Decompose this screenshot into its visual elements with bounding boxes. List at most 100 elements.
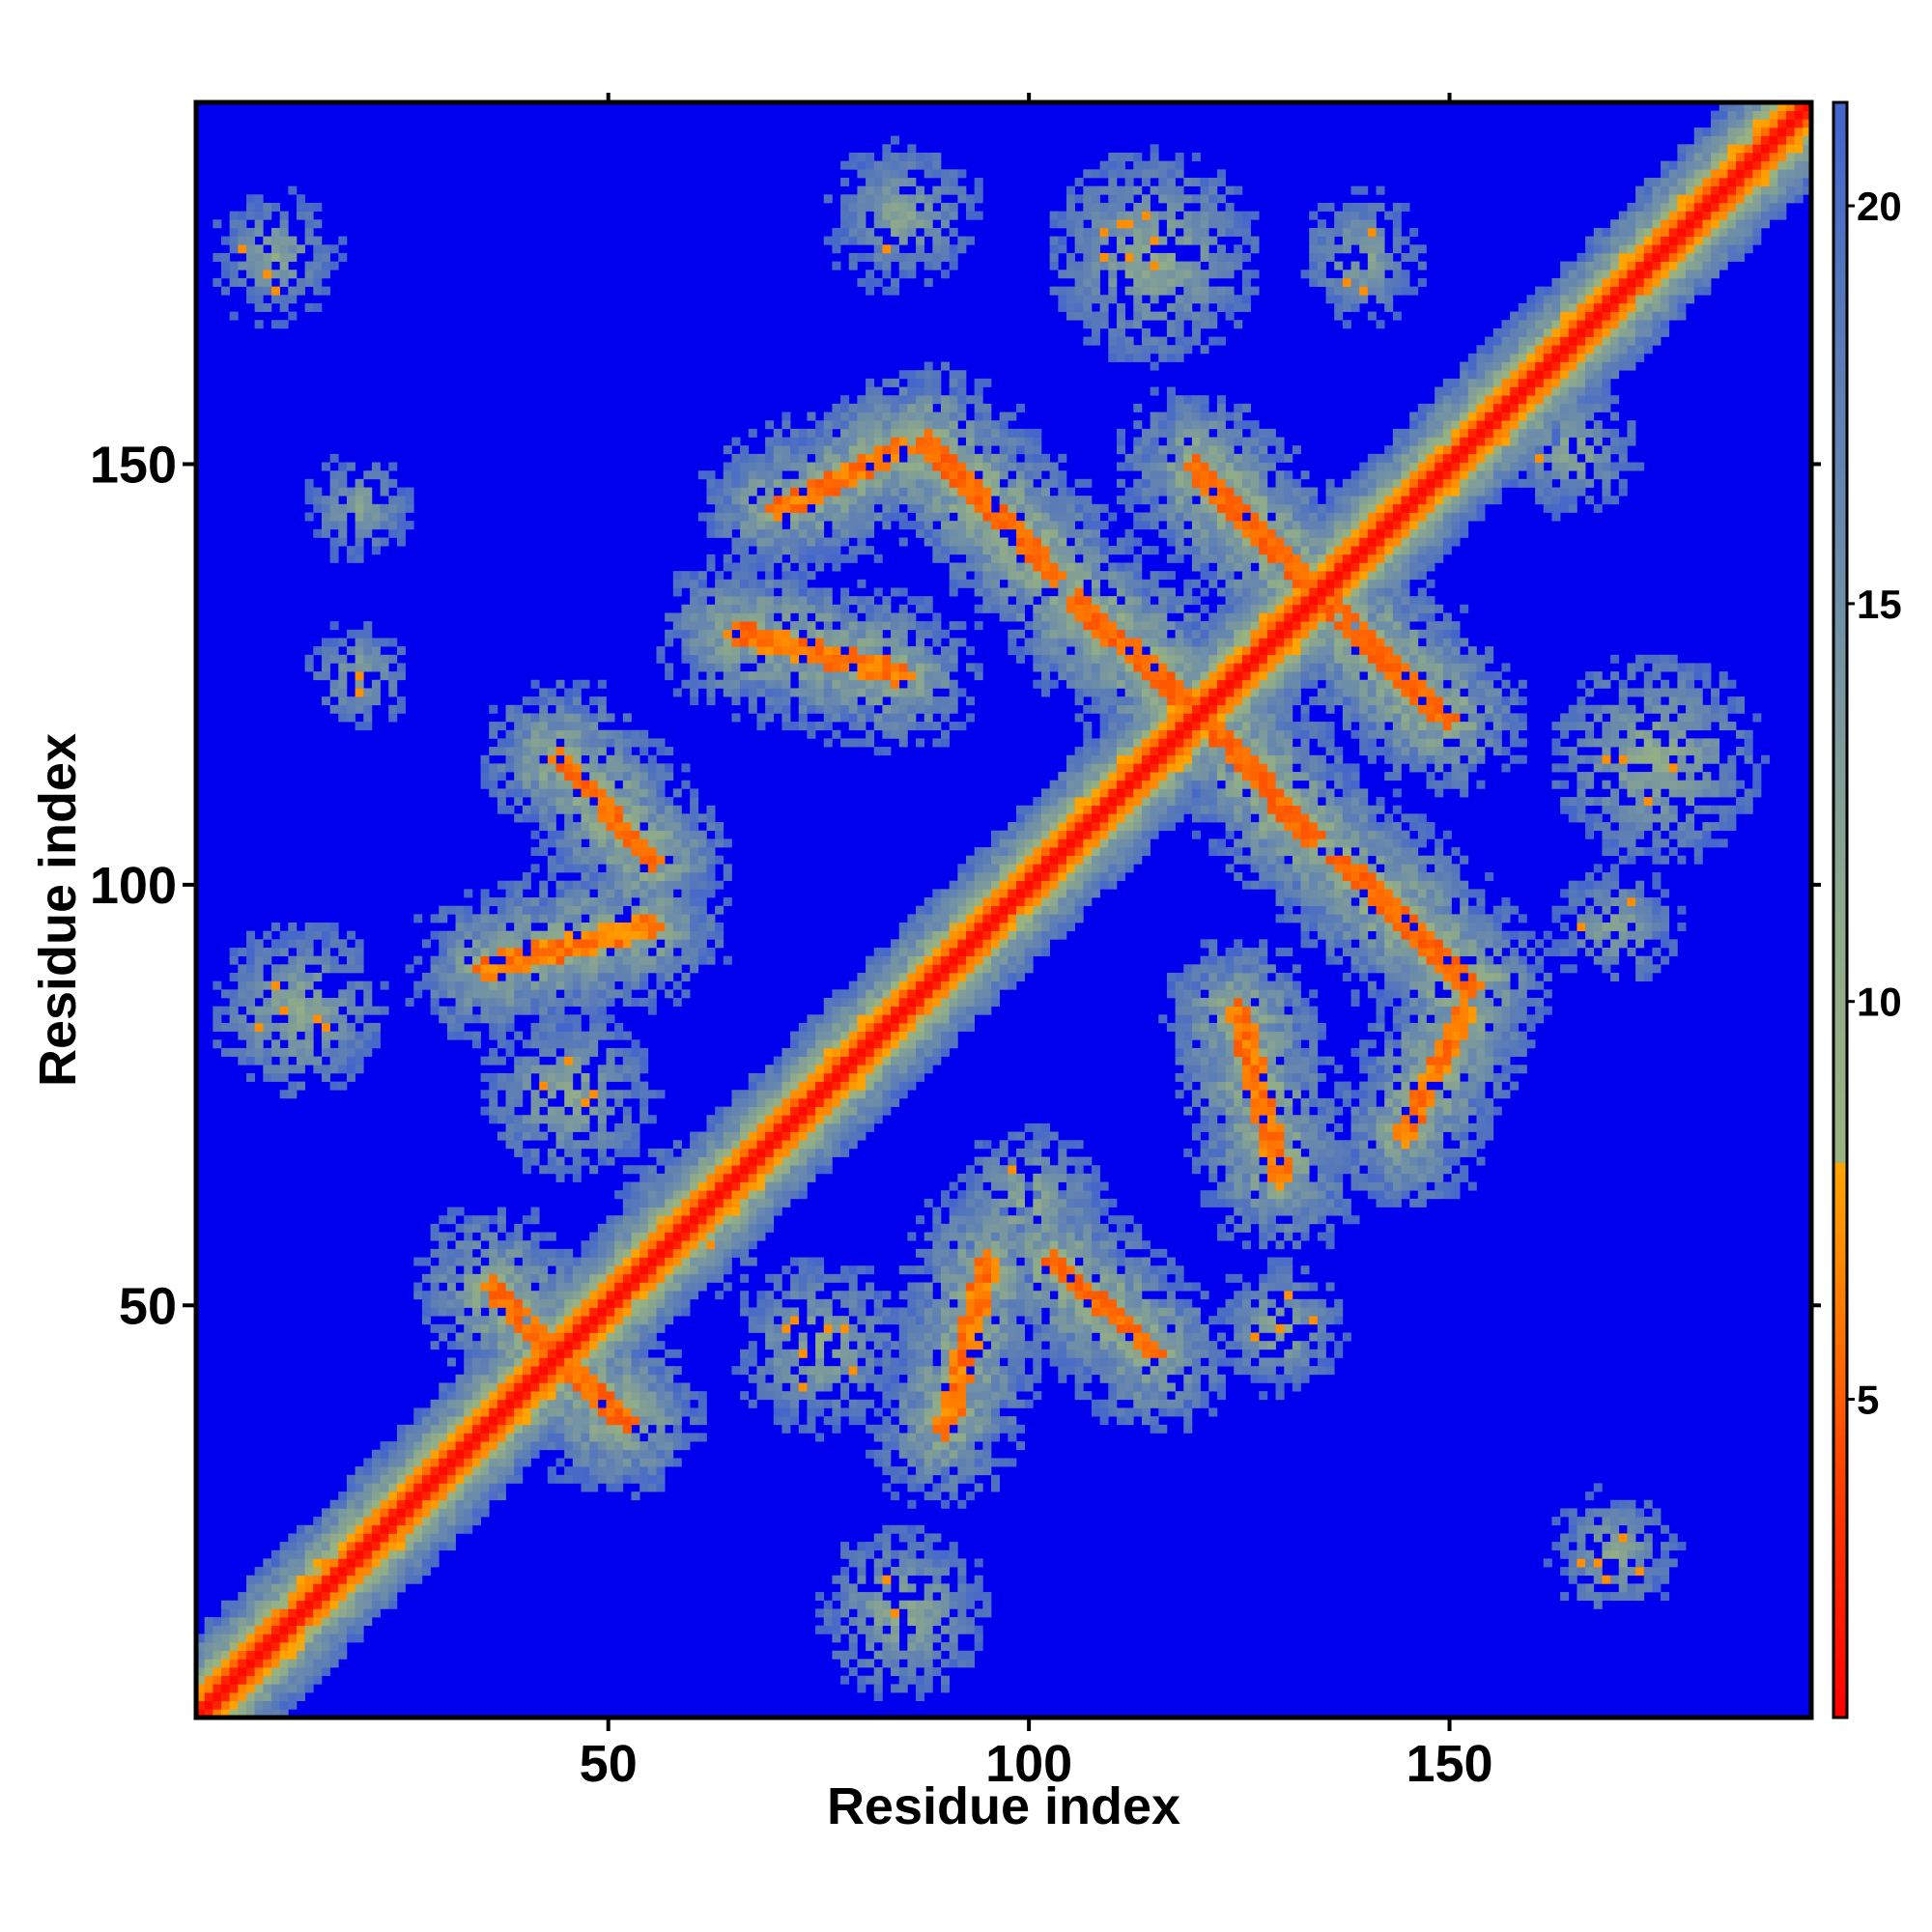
heatmap-cell	[355, 1549, 364, 1559]
heatmap-cell	[338, 1567, 348, 1577]
heatmap-cell	[572, 939, 582, 949]
heatmap-cell	[723, 629, 732, 639]
heatmap-cell	[229, 1006, 239, 1015]
heatmap-cell	[840, 1357, 850, 1367]
heatmap-cell	[279, 1675, 289, 1685]
heatmap-cell	[790, 1081, 800, 1091]
heatmap-cell	[873, 972, 883, 981]
heatmap-cell	[229, 219, 239, 229]
heatmap-cell	[681, 1291, 691, 1300]
heatmap-cell	[204, 1617, 213, 1627]
heatmap-cell	[555, 955, 565, 965]
heatmap-cell	[873, 252, 883, 262]
heatmap-cell	[581, 1047, 590, 1057]
heatmap-cell	[866, 596, 875, 606]
heatmap-cell	[882, 1382, 892, 1392]
heatmap-cell	[329, 512, 339, 522]
heatmap-cell	[338, 1533, 348, 1543]
heatmap-cell	[480, 1106, 490, 1116]
heatmap-cell	[304, 270, 314, 279]
heatmap-cell	[866, 1090, 875, 1099]
heatmap-cell	[263, 1617, 272, 1627]
heatmap-cell	[840, 1115, 850, 1124]
heatmap-cell	[489, 1341, 498, 1350]
heatmap-cell	[229, 1650, 239, 1660]
heatmap-cell	[866, 1542, 875, 1551]
heatmap-cell	[505, 1006, 515, 1015]
heatmap-cell	[270, 1575, 280, 1584]
heatmap-cell	[790, 1065, 800, 1074]
heatmap-cell	[439, 930, 448, 940]
heatmap-cell	[898, 1449, 908, 1459]
heatmap-cell	[898, 1391, 908, 1401]
heatmap-cell	[581, 729, 590, 739]
heatmap-cell	[781, 420, 791, 430]
heatmap-cell	[572, 1173, 582, 1182]
heatmap-cell	[405, 496, 414, 505]
heatmap-cell	[270, 1634, 280, 1643]
heatmap-cell	[446, 1449, 456, 1459]
heatmap-cell	[497, 989, 506, 999]
heatmap-cell	[439, 1391, 448, 1401]
heatmap-cell	[697, 930, 707, 940]
heatmap-cell	[313, 1549, 323, 1559]
heatmap-cell	[756, 1181, 766, 1191]
heatmap-cell	[857, 521, 867, 530]
heatmap-cell	[497, 905, 506, 915]
heatmap-cell	[681, 889, 691, 898]
heatmap-cell	[338, 1022, 348, 1032]
heatmap-cell	[589, 1298, 599, 1308]
heatmap-cell	[866, 1282, 875, 1292]
heatmap-cell	[245, 295, 255, 304]
heatmap-cell	[597, 1090, 607, 1099]
heatmap-cell	[697, 947, 707, 956]
heatmap-cell	[589, 864, 599, 873]
heatmap-cell	[857, 1291, 867, 1300]
heatmap-cell	[245, 955, 255, 965]
heatmap-cell	[396, 1575, 406, 1584]
heatmap-cell	[731, 453, 741, 463]
heatmap-cell	[446, 1031, 456, 1040]
heatmap-cell	[807, 679, 816, 689]
heatmap-cell	[396, 696, 406, 706]
heatmap-cell	[254, 1608, 264, 1618]
heatmap-cell	[388, 671, 398, 681]
heatmap-cell	[848, 403, 858, 412]
heatmap-cell	[597, 972, 607, 981]
heatmap-cell	[631, 1323, 640, 1333]
heatmap-cell	[807, 729, 816, 739]
heatmap-cell	[572, 1374, 582, 1383]
heatmap-cell	[798, 671, 808, 681]
heatmap-cell	[665, 880, 674, 890]
heatmap-cell	[254, 1659, 264, 1668]
heatmap-cell	[857, 1039, 867, 1049]
heatmap-cell	[840, 395, 850, 405]
heatmap-cell	[304, 1542, 314, 1551]
heatmap-cell	[270, 1592, 280, 1602]
heatmap-cell	[245, 1642, 255, 1652]
heatmap-cell	[639, 1291, 649, 1300]
heatmap-cell	[439, 964, 448, 974]
heatmap-cell	[631, 1065, 640, 1074]
heatmap-cell	[706, 1207, 716, 1216]
heatmap-cell	[873, 403, 883, 412]
heatmap-cell	[213, 1642, 222, 1652]
heatmap-cell	[765, 1391, 775, 1401]
heatmap-cell	[514, 1090, 524, 1099]
heatmap-cell	[589, 838, 599, 848]
heatmap-cell	[614, 1316, 624, 1325]
heatmap-cell	[439, 1240, 448, 1250]
heatmap-cell	[446, 1022, 456, 1032]
heatmap-cell	[848, 1667, 858, 1677]
heatmap-cell	[631, 1366, 640, 1376]
heatmap-cell	[471, 1424, 481, 1434]
heatmap-cell	[748, 1106, 757, 1116]
heatmap-cell	[329, 1625, 339, 1634]
heatmap-cell	[756, 1122, 766, 1132]
heatmap-cell	[898, 1407, 908, 1417]
heatmap-cell	[589, 939, 599, 949]
heatmap-cell	[589, 997, 599, 1007]
heatmap-cell	[396, 1508, 406, 1518]
heatmap-cell	[723, 587, 732, 597]
heatmap-cell	[547, 1090, 556, 1099]
